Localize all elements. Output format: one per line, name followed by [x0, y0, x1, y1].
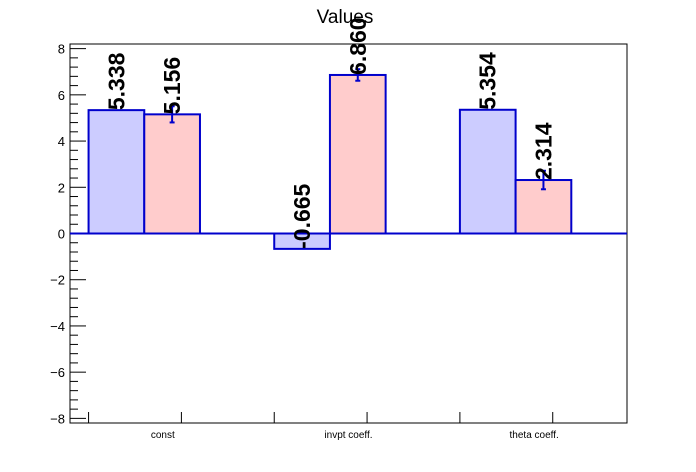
- bars: [87, 73, 573, 250]
- data-label: 5.354: [475, 52, 501, 110]
- y-tick-label: 8: [58, 42, 65, 57]
- x-category-label: theta coeff.: [510, 430, 559, 441]
- y-tick-label: 4: [58, 134, 65, 149]
- y-tick-label: 0: [58, 227, 65, 242]
- bar: [143, 113, 201, 235]
- bar: [328, 73, 387, 235]
- y-tick-label: −4: [50, 319, 65, 334]
- data-label: 6.860: [345, 17, 371, 75]
- x-category-label: const: [151, 430, 175, 441]
- bar: [87, 109, 146, 235]
- data-label: 5.338: [103, 52, 129, 110]
- y-tick-label: 6: [58, 88, 65, 103]
- y-tick-label: −6: [50, 365, 65, 380]
- bar: [458, 108, 517, 235]
- y-tick-label: −2: [50, 273, 65, 288]
- y-tick-label: 2: [58, 180, 65, 195]
- x-axis: const invpt coeff. theta coeff.: [88, 412, 559, 441]
- data-label: 2.314: [530, 122, 556, 180]
- x-category-label: invpt coeff.: [324, 430, 372, 441]
- data-label: -0.665: [289, 183, 315, 248]
- y-tick-label: −8: [50, 411, 65, 426]
- data-labels: 5.338 -0.665 5.354 5.156 6.860 2.314: [103, 17, 556, 248]
- error-bars: [169, 68, 546, 191]
- chart-title: Values: [317, 7, 374, 28]
- y-axis: −8 −6 −4 −2 0 2 4 6 8: [50, 42, 86, 426]
- data-label: 5.156: [159, 57, 185, 115]
